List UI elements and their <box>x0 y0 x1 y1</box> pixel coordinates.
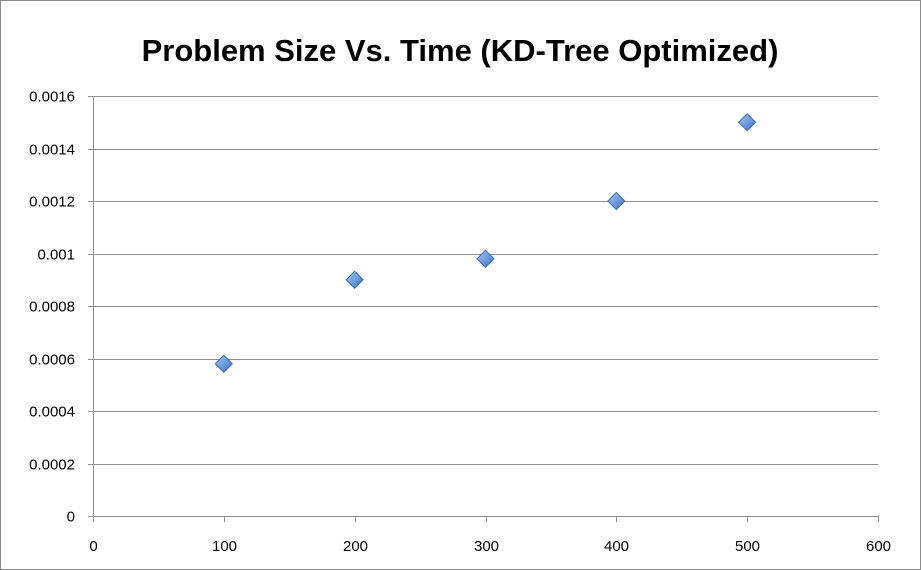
y-tick-label: 0.0008 <box>29 299 75 316</box>
data-point <box>737 113 757 132</box>
y-tick-label: 0.0004 <box>29 404 75 421</box>
data-point <box>214 354 234 373</box>
x-tick-label: 100 <box>212 538 237 555</box>
data-points <box>214 113 757 373</box>
chart-title: Problem Size Vs. Time (KD-Tree Optimized… <box>142 33 779 68</box>
gridlines <box>93 96 878 465</box>
x-tick-label: 500 <box>735 538 760 555</box>
x-tick-label: 200 <box>343 538 368 555</box>
y-tick-label: 0.0016 <box>29 89 75 106</box>
x-tick-label: 400 <box>604 538 629 555</box>
y-tick-label: 0.0006 <box>29 352 75 369</box>
x-tick-label: 600 <box>866 538 891 555</box>
y-tick-label: 0.001 <box>37 247 75 264</box>
axes <box>88 96 879 522</box>
y-tick-label: 0 <box>67 509 75 526</box>
data-point <box>607 191 626 211</box>
x-tick-label: 0 <box>89 538 97 555</box>
x-axis-ticks: 0 100 200 300 400 500 600 <box>89 538 891 555</box>
x-tick-label: 300 <box>474 538 499 555</box>
y-tick-label: 0.0014 <box>29 142 75 159</box>
data-point <box>345 270 364 289</box>
y-tick-label: 0.0002 <box>29 457 75 474</box>
y-tick-label: 0.0012 <box>29 194 75 211</box>
data-point <box>476 249 495 268</box>
y-axis-ticks: 0 0.0002 0.0004 0.0006 0.0008 0.001 0.0012 0.00… <box>29 89 75 526</box>
